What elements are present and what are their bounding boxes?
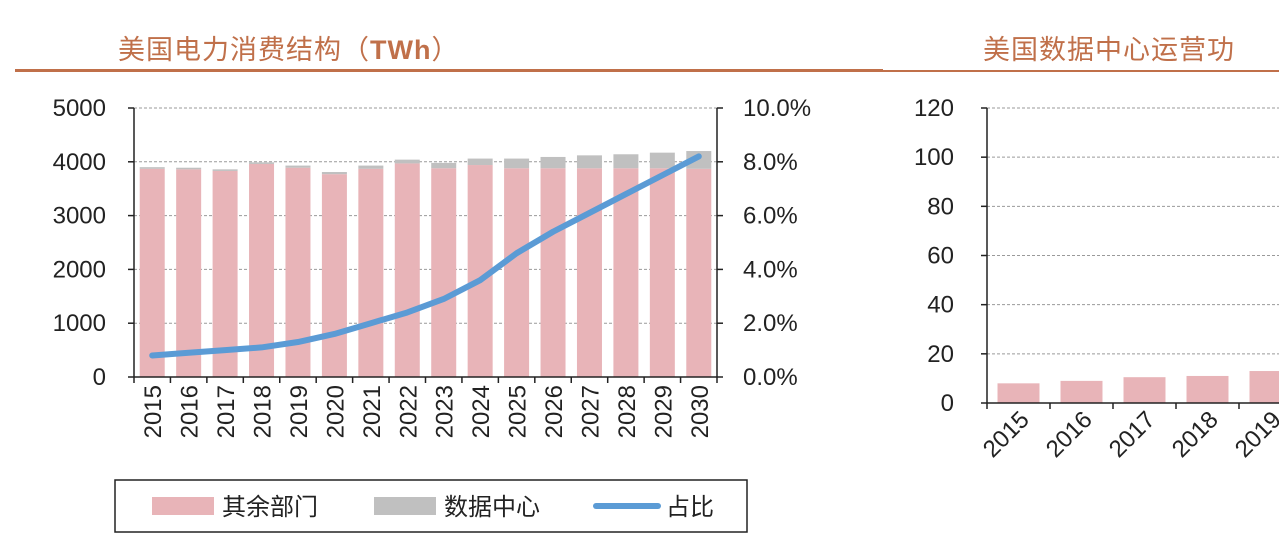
y-tick-label-right: 20 <box>927 341 954 368</box>
bar-other-2028 <box>613 168 639 377</box>
y2-tick-label: 0.0% <box>743 364 798 391</box>
right-title-rule <box>848 70 1279 72</box>
bar-datacenter-2018 <box>249 162 275 164</box>
bar-other-2015 <box>139 168 165 377</box>
x-tick-label-2029: 2029 <box>650 385 677 438</box>
y2-tick-label: 6.0% <box>743 203 798 230</box>
x-tick-label-right-2018: 2018 <box>1167 406 1224 463</box>
legend-label-share: 占比 <box>666 493 714 521</box>
bar-datacenter-2017 <box>212 169 238 171</box>
bar-datacenter-2015 <box>139 167 165 169</box>
bar-right-2017 <box>1123 377 1166 403</box>
bar-other-2017 <box>212 170 238 377</box>
x-tick-label-2025: 2025 <box>505 385 532 438</box>
bar-other-2023 <box>431 168 457 377</box>
y-tick-label: 2000 <box>53 256 106 283</box>
left-chart-title: 美国电力消费结构（TWh） <box>118 35 460 66</box>
x-tick-label-2027: 2027 <box>577 385 604 438</box>
bar-datacenter-2020 <box>321 172 347 175</box>
x-tick-label-2030: 2030 <box>687 385 714 438</box>
bar-other-2025 <box>504 168 530 377</box>
bar-other-2026 <box>540 168 566 377</box>
bar-other-2030 <box>686 168 712 377</box>
legend-swatch-datacenter <box>374 497 436 515</box>
bar-datacenter-2019 <box>285 165 311 168</box>
bar-other-2018 <box>249 163 275 377</box>
x-tick-label-2016: 2016 <box>177 385 204 438</box>
bar-other-2022 <box>394 163 420 377</box>
x-tick-label-2024: 2024 <box>468 385 495 438</box>
y-tick-label-right: 60 <box>927 243 954 270</box>
bar-other-2029 <box>649 168 675 377</box>
x-tick-label-2015: 2015 <box>140 385 167 438</box>
bar-datacenter-2016 <box>176 167 202 170</box>
x-tick-label-2028: 2028 <box>614 385 641 438</box>
x-tick-label-2022: 2022 <box>395 385 422 438</box>
y2-tick-label: 2.0% <box>743 310 798 337</box>
bar-right-2019 <box>1249 371 1279 403</box>
x-tick-label-2026: 2026 <box>541 385 568 438</box>
y2-tick-label: 4.0% <box>743 256 798 283</box>
x-tick-label-2018: 2018 <box>250 385 277 438</box>
x-tick-label-2020: 2020 <box>322 385 349 438</box>
bar-datacenter-2023 <box>431 162 457 169</box>
share-line <box>149 153 702 359</box>
y2-tick-label: 10.0% <box>743 95 811 122</box>
y-tick-label: 3000 <box>53 203 106 230</box>
bar-right-2018 <box>1186 375 1229 403</box>
bar-other-2027 <box>576 168 602 377</box>
bar-datacenter-2025 <box>504 158 530 169</box>
bar-datacenter-2030 <box>686 151 712 169</box>
x-tick-label-2023: 2023 <box>432 385 459 438</box>
x-tick-label-right-2016: 2016 <box>1041 406 1098 463</box>
bar-other-2016 <box>176 169 202 377</box>
bar-datacenter-2027 <box>576 155 602 169</box>
x-tick-label-2017: 2017 <box>213 385 240 438</box>
legend-label-datacenter: 数据中心 <box>444 493 540 521</box>
bar-other-2020 <box>321 174 347 377</box>
x-tick-label-2019: 2019 <box>286 385 313 438</box>
legend-swatch-other <box>152 497 214 515</box>
bar-datacenter-2029 <box>649 152 675 169</box>
bar-datacenter-2021 <box>358 165 384 169</box>
y-tick-label: 4000 <box>53 149 106 176</box>
x-tick-label-right-2017: 2017 <box>1104 406 1161 463</box>
y-tick-label: 1000 <box>53 310 106 337</box>
bar-right-2015 <box>997 383 1040 403</box>
y-tick-label-right: 40 <box>927 292 954 319</box>
y-tick-label-right: 120 <box>914 95 954 122</box>
y2-tick-label: 8.0% <box>743 149 798 176</box>
bar-datacenter-2028 <box>613 154 639 169</box>
y-tick-label-right: 80 <box>927 193 954 220</box>
legend-box <box>114 479 748 533</box>
bar-right-2016 <box>1060 380 1103 403</box>
y-tick-label: 5000 <box>53 95 106 122</box>
x-tick-label-right-2019: 2019 <box>1230 406 1279 463</box>
y-tick-label-right: 0 <box>941 390 954 417</box>
bar-datacenter-2022 <box>394 159 420 164</box>
left-title-rule <box>15 69 883 72</box>
y-tick-label-right: 100 <box>914 144 954 171</box>
bar-datacenter-2026 <box>540 156 566 169</box>
bar-other-2021 <box>358 168 384 377</box>
x-tick-label-right-2015: 2015 <box>978 406 1035 463</box>
bar-datacenter-2024 <box>467 158 493 166</box>
right-chart-title: 美国数据中心运营功 <box>983 35 1235 66</box>
legend-label-other: 其余部门 <box>222 493 318 521</box>
y-tick-label: 0 <box>93 364 106 391</box>
x-tick-label-2021: 2021 <box>359 385 386 438</box>
